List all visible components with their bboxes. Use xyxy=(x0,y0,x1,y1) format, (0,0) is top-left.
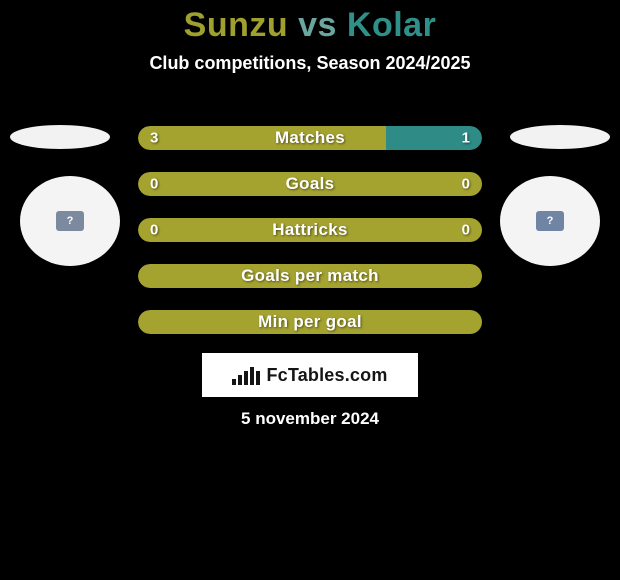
player2-avatar: ? xyxy=(500,176,600,266)
title-vs: vs xyxy=(298,6,337,44)
source-badge: FcTables.com xyxy=(202,353,418,397)
stat-value-right: 0 xyxy=(462,176,470,193)
stat-bar: Min per goal xyxy=(138,310,482,334)
subtitle: Club competitions, Season 2024/2025 xyxy=(0,53,620,74)
date-label: 5 november 2024 xyxy=(0,409,620,429)
stat-label: Min per goal xyxy=(138,312,482,332)
bars-icon xyxy=(232,365,260,385)
player1-avatar: ? xyxy=(20,176,120,266)
player2-placeholder-icon: ? xyxy=(536,211,564,231)
stat-value-left: 3 xyxy=(150,130,158,147)
stat-bar: Goals0 0 xyxy=(138,172,482,196)
title-player1: Sunzu xyxy=(184,6,288,44)
stat-value-left: 0 xyxy=(150,222,158,239)
stat-label: Hattricks xyxy=(138,220,482,240)
stat-value-right: 0 xyxy=(462,222,470,239)
stat-bar: Goals per match xyxy=(138,264,482,288)
stat-bars: Matches31Goals00Hattricks00Goals per mat… xyxy=(138,126,482,356)
flag-left xyxy=(10,125,110,149)
flag-right xyxy=(510,125,610,149)
title-player2: Kolar xyxy=(347,6,436,44)
comparison-infographic: Sunzu vs Kolar Club competitions, Season… xyxy=(0,0,620,580)
stat-value-left: 0 xyxy=(150,176,158,193)
question-icon: ? xyxy=(547,216,554,227)
stat-bar: Matches3 1 xyxy=(138,126,482,150)
page-title: Sunzu vs Kolar xyxy=(0,0,620,45)
source-label: FcTables.com xyxy=(266,365,387,386)
stat-value-right: 1 xyxy=(462,130,470,147)
stat-label: Goals xyxy=(138,174,482,194)
stat-bar: Hattricks0 0 xyxy=(138,218,482,242)
question-icon: ? xyxy=(67,216,74,227)
stat-label: Matches xyxy=(138,128,482,148)
stat-label: Goals per match xyxy=(138,266,482,286)
player1-placeholder-icon: ? xyxy=(56,211,84,231)
